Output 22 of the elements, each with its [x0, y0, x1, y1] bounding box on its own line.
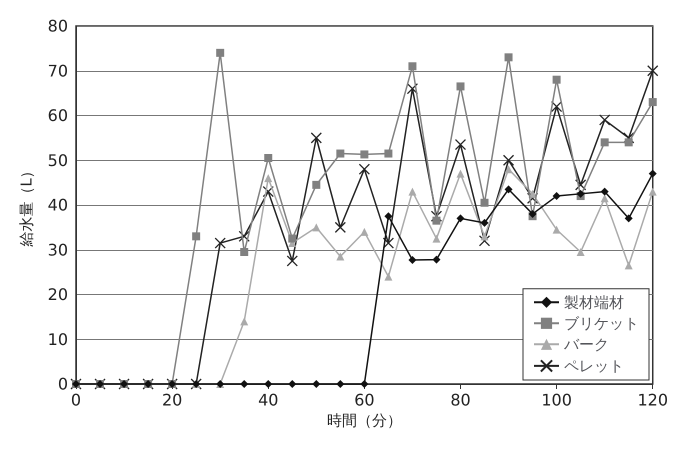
- y-tick-label: 70: [48, 61, 68, 80]
- x-tick-label: 120: [637, 390, 668, 410]
- y-tick-label: 20: [48, 285, 68, 304]
- y-axis-title: 給水量（L）: [18, 163, 36, 248]
- x-axis-title: 時間（分）: [326, 411, 402, 430]
- legend-label: バーク: [563, 335, 609, 354]
- legend-label: ブリケット: [564, 314, 639, 332]
- x-tick-label: 0: [70, 390, 82, 410]
- x-tick-label: 40: [258, 390, 278, 410]
- y-tick-label: 10: [48, 330, 68, 349]
- x-tick-label: 20: [162, 390, 182, 410]
- y-tick-label: 30: [48, 240, 68, 260]
- x-tick-label: 100: [541, 390, 572, 410]
- y-tick-label: 0: [58, 374, 68, 394]
- y-tick-label: 80: [48, 16, 68, 36]
- x-tick-label: 80: [450, 390, 471, 410]
- legend-label: 製材端材: [564, 293, 624, 312]
- legend-label: ペレット: [564, 356, 624, 375]
- y-tick-label: 50: [48, 150, 68, 170]
- y-tick-label: 40: [48, 196, 68, 214]
- x-tick-label: 60: [354, 390, 375, 410]
- y-tick-label: 60: [48, 106, 68, 125]
